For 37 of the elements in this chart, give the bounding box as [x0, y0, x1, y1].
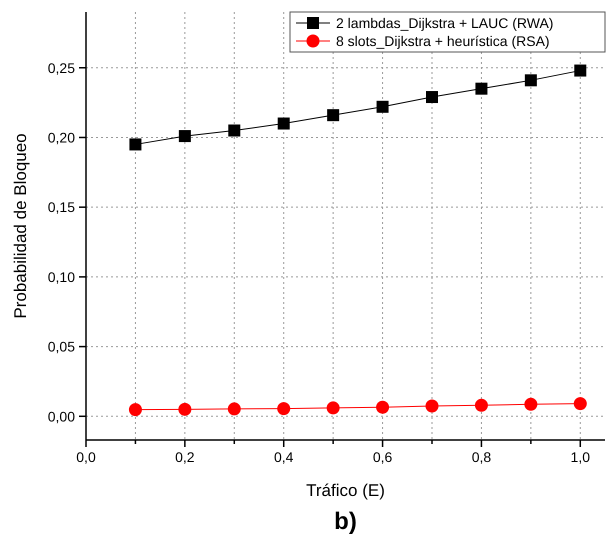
point [278, 118, 290, 130]
point [128, 403, 142, 416]
point [574, 64, 586, 77]
text: b) [334, 508, 357, 535]
x-tick-label: 0,4 [274, 449, 294, 465]
point [524, 74, 537, 86]
legend-label: 8 slots_Dijkstra + heurística (RSA) [336, 33, 550, 49]
point [376, 400, 390, 414]
x-tick-label: 0,0 [76, 449, 96, 465]
y-tick-label: 0,10 [48, 268, 76, 285]
point [277, 402, 290, 416]
x-tick-label: 0,8 [472, 449, 492, 465]
point [327, 109, 340, 122]
x-tick-label: 0,2 [175, 449, 195, 465]
y-axis-title: Probabilidad de Bloqueo [11, 133, 30, 319]
point [129, 138, 142, 150]
point [228, 402, 241, 416]
point [426, 91, 438, 104]
point [426, 399, 438, 412]
y-tick-label: 0,05 [48, 338, 76, 355]
legend-label: 2 lambdas_Dijkstra + LAUC (RWA) [336, 15, 554, 31]
x-tick-label: 0,6 [372, 449, 393, 465]
x-axis-title: Tráfico (E) [306, 481, 385, 500]
point [524, 398, 538, 411]
y-tick-label: 0,25 [48, 60, 76, 76]
point [474, 398, 488, 412]
point [178, 402, 192, 416]
y-tick-label: 0,00 [48, 408, 76, 424]
point [178, 130, 191, 142]
x-tick-label: 1,0 [570, 449, 590, 465]
point [574, 397, 587, 410]
y-tick-label: 0,20 [48, 129, 76, 146]
point [376, 100, 389, 113]
point [326, 401, 340, 414]
point [475, 82, 488, 95]
point [228, 124, 240, 136]
y-tick-label: 0,15 [48, 199, 76, 216]
